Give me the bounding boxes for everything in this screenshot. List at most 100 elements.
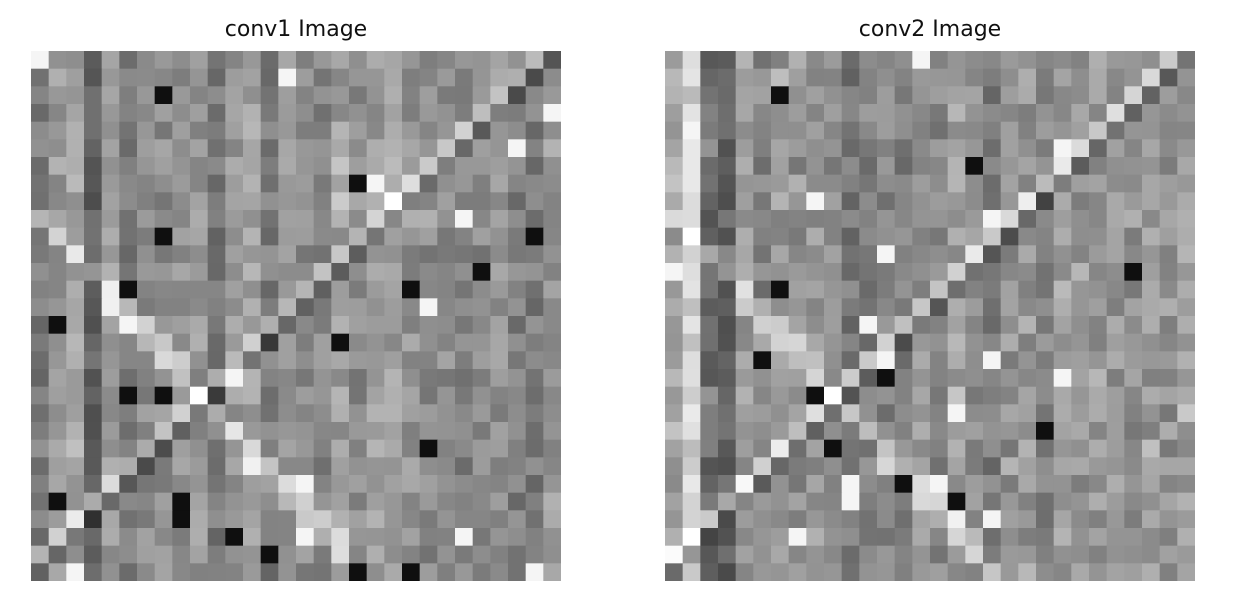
pixel-cell bbox=[31, 210, 50, 229]
pixel-cell bbox=[983, 174, 1002, 193]
pixel-cell bbox=[1106, 104, 1125, 123]
pixel-cell bbox=[225, 104, 244, 123]
pixel-cell bbox=[366, 316, 385, 335]
pixel-cell bbox=[278, 210, 297, 229]
pixel-cell bbox=[1036, 51, 1055, 70]
pixel-cell bbox=[824, 121, 843, 140]
pixel-cell bbox=[225, 369, 244, 388]
pixel-cell bbox=[665, 475, 684, 494]
pixel-cell bbox=[841, 422, 860, 441]
pixel-cell bbox=[490, 68, 509, 87]
pixel-cell bbox=[137, 245, 156, 264]
conv2-feature-map bbox=[665, 51, 1195, 581]
pixel-cell bbox=[472, 245, 491, 264]
pixel-cell bbox=[331, 192, 350, 211]
pixel-cell bbox=[788, 351, 807, 370]
pixel-cell bbox=[1159, 210, 1178, 229]
pixel-cell bbox=[877, 51, 896, 70]
pixel-cell bbox=[930, 404, 949, 423]
pixel-cell bbox=[1000, 298, 1019, 317]
pixel-cell bbox=[331, 475, 350, 494]
pixel-cell bbox=[48, 422, 67, 441]
pixel-cell bbox=[1177, 510, 1195, 529]
pixel-cell bbox=[472, 280, 491, 299]
pixel-cell bbox=[260, 475, 279, 494]
pixel-cell bbox=[735, 174, 754, 193]
pixel-cell bbox=[66, 192, 85, 211]
pixel-cell bbox=[172, 227, 191, 246]
pixel-cell bbox=[859, 263, 878, 282]
pixel-cell bbox=[243, 492, 262, 511]
pixel-cell bbox=[841, 121, 860, 140]
pixel-cell bbox=[508, 439, 527, 458]
pixel-cell bbox=[1071, 210, 1090, 229]
pixel-cell bbox=[665, 174, 684, 193]
pixel-cell bbox=[947, 121, 966, 140]
pixel-cell bbox=[366, 563, 385, 581]
pixel-cell bbox=[190, 510, 209, 529]
pixel-cell bbox=[1089, 68, 1108, 87]
pixel-cell bbox=[525, 439, 544, 458]
pixel-cell bbox=[402, 192, 421, 211]
pixel-cell bbox=[137, 51, 156, 70]
pixel-cell bbox=[260, 104, 279, 123]
pixel-cell bbox=[260, 157, 279, 176]
pixel-cell bbox=[331, 422, 350, 441]
pixel-cell bbox=[912, 245, 931, 264]
pixel-cell bbox=[172, 139, 191, 158]
pixel-cell bbox=[384, 210, 403, 229]
pixel-cell bbox=[735, 333, 754, 352]
pixel-cell bbox=[48, 245, 67, 264]
pixel-cell bbox=[665, 563, 684, 581]
pixel-cell bbox=[313, 333, 332, 352]
pixel-cell bbox=[983, 245, 1002, 264]
pixel-cell bbox=[1000, 439, 1019, 458]
pixel-cell bbox=[543, 457, 561, 476]
pixel-cell bbox=[753, 422, 772, 441]
pixel-cell bbox=[366, 86, 385, 105]
pixel-cell bbox=[366, 68, 385, 87]
pixel-cell bbox=[665, 386, 684, 405]
pixel-cell bbox=[455, 316, 474, 335]
pixel-cell bbox=[1177, 316, 1195, 335]
pixel-cell bbox=[930, 351, 949, 370]
pixel-cell bbox=[1142, 139, 1161, 158]
pixel-cell bbox=[1177, 51, 1195, 70]
pixel-cell bbox=[48, 227, 67, 246]
pixel-cell bbox=[1142, 422, 1161, 441]
pixel-cell bbox=[472, 174, 491, 193]
pixel-cell bbox=[965, 545, 984, 564]
pixel-cell bbox=[841, 280, 860, 299]
pixel-cell bbox=[753, 192, 772, 211]
pixel-cell bbox=[824, 316, 843, 335]
pixel-cell bbox=[207, 104, 226, 123]
pixel-cell bbox=[313, 492, 332, 511]
pixel-cell bbox=[490, 157, 509, 176]
pixel-cell bbox=[841, 439, 860, 458]
pixel-cell bbox=[1053, 457, 1072, 476]
pixel-cell bbox=[1089, 227, 1108, 246]
pixel-cell bbox=[243, 563, 262, 581]
pixel-cell bbox=[983, 104, 1002, 123]
pixel-cell bbox=[278, 563, 297, 581]
pixel-cell bbox=[806, 422, 825, 441]
pixel-cell bbox=[402, 404, 421, 423]
pixel-cell bbox=[912, 51, 931, 70]
pixel-cell bbox=[735, 422, 754, 441]
pixel-cell bbox=[1106, 245, 1125, 264]
pixel-cell bbox=[1159, 263, 1178, 282]
pixel-cell bbox=[788, 457, 807, 476]
pixel-cell bbox=[1053, 245, 1072, 264]
pixel-cell bbox=[1124, 280, 1143, 299]
pixel-cell bbox=[366, 492, 385, 511]
pixel-cell bbox=[841, 227, 860, 246]
pixel-cell bbox=[771, 139, 790, 158]
pixel-cell bbox=[154, 510, 173, 529]
pixel-cell bbox=[788, 422, 807, 441]
pixel-cell bbox=[455, 510, 474, 529]
pixel-cell bbox=[788, 280, 807, 299]
pixel-cell bbox=[313, 68, 332, 87]
pixel-cell bbox=[472, 404, 491, 423]
pixel-cell bbox=[894, 68, 913, 87]
pixel-cell bbox=[349, 404, 368, 423]
